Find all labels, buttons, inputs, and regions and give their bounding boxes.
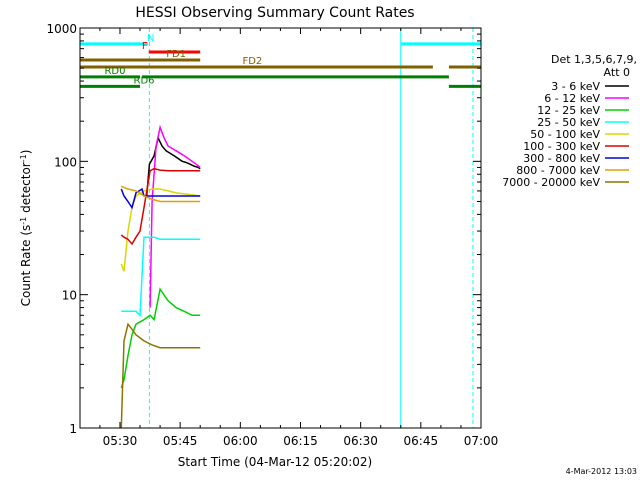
legend-label-3: 25 - 50 keV [537,116,600,129]
legend-title-line1: Det 1,3,5,6,7,9, [551,53,637,66]
legend-label-0: 3 - 6 keV [551,80,600,93]
x-tick-label-0: 05:30 [103,434,138,448]
x-tick-label-3: 06:15 [283,434,318,448]
legend-label-6: 300 - 800 keV [523,152,600,165]
legend-label-2: 12 - 25 keV [537,104,600,117]
x-tick-label-1: 05:45 [163,434,198,448]
series-line-6 [120,187,201,210]
tick-layer: 05:30 05:45 06:00 06:15 06:30 06:45 07:00 1 10 10… [46,22,498,448]
flag-label-n: N [147,33,154,44]
x-tick-label-4: 06:30 [343,434,378,448]
flag-label-rd6: RD6 [134,75,155,86]
y-axis-label-sup2: -1 [19,154,28,162]
timestamp: 4-Mar-2012 13:03 [566,467,637,476]
y-tick-label-3: 1000 [46,22,77,36]
y-axis-label-part2: detector [19,162,33,217]
flag-label-f: F [142,41,148,52]
flag-label-rd0: RD0 [104,66,125,77]
flag-label-fd2: FD2 [242,56,262,67]
y-tick-label-0: 1 [69,422,77,436]
y-axis-label-sup1: -1 [19,217,28,225]
x-axis-label: Start Time (04-Mar-12 05:20:02) [178,455,372,469]
x-tick-label-5: 06:45 [404,434,439,448]
x-tick-label-6: 07:00 [464,434,499,448]
series-line-2 [120,287,201,389]
series-line-3 [121,236,201,318]
legend-label-1: 6 - 12 keV [544,92,600,105]
y-axis-label: Count Rate (s-1 detector-1) [19,150,33,307]
series-line-1 [149,124,201,308]
y-axis-label-part1: Count Rate (s [19,225,33,307]
flag-label-fd1: FD1 [166,49,186,60]
legend-label-8: 7000 - 20000 keV [502,176,600,189]
series-line-5 [120,167,201,246]
legend-label-5: 100 - 300 keV [523,140,600,153]
x-tick-label-2: 06:00 [223,434,258,448]
y-tick-label-1: 10 [62,289,77,303]
series-line-4 [120,188,201,272]
chart-title: HESSI Observing Summary Count Rates [135,5,414,21]
series-line-8 [120,322,201,429]
series-line-7 [121,185,201,203]
legend-label-7: 800 - 7000 keV [516,164,600,177]
legend-label-4: 50 - 100 keV [530,128,600,141]
y-axis-label-part3: ) [19,150,33,155]
plot-layer: NF FD1 FD2 RD0 RD6 [80,28,481,429]
legend-title-line2: Att 0 [604,66,630,79]
y-tick-label-2: 100 [54,155,77,169]
